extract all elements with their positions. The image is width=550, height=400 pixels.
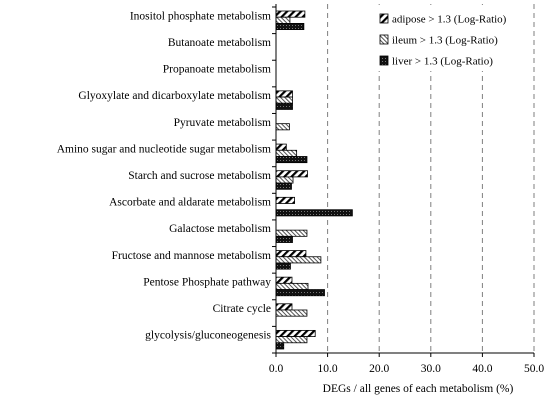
legend-swatch [379, 55, 389, 66]
legend: adipose > 1.3 (Log-Ratio) ileum > 1.3 (Lo… [372, 5, 532, 71]
bar-dense [275, 229, 308, 237]
bar-dark [275, 182, 292, 190]
category-label: Pentose Phosphate pathway [143, 276, 271, 288]
category-label: Fructose and mannose metabolism [112, 250, 271, 262]
axes [272, 4, 535, 357]
category-label: Butanoate metabolism [168, 37, 271, 49]
category-label: Glyoxylate and dicarboxylate metabolism [78, 90, 271, 102]
bar-diagonal [275, 276, 293, 284]
category-label: Galactose metabolism [169, 223, 271, 235]
legend-label: liver > 1.3 (Log-Ratio) [392, 56, 493, 68]
x-tick-label: 40.0 [472, 363, 492, 375]
category-label: Citrate cycle [213, 303, 271, 315]
x-tick-labels: 0.0 10.0 20.0 30.0 40.0 50.0 [269, 363, 545, 375]
x-tick-label: 0.0 [269, 363, 284, 375]
x-tick-label: 20.0 [369, 363, 389, 375]
bar-dark [275, 235, 293, 243]
bar-dense [275, 336, 308, 344]
bar-dark [275, 23, 305, 31]
bar-dense [275, 256, 322, 264]
bar-dense [275, 96, 293, 104]
legend-label: ileum > 1.3 (Log-Ratio) [392, 35, 498, 47]
legend-swatch [379, 13, 389, 24]
bar-diagonal [275, 170, 308, 178]
category-label: Starch and sucrose metabolism [128, 170, 271, 182]
bar-dark [275, 342, 285, 350]
bar-dense [275, 16, 291, 24]
bar-dense [275, 123, 290, 131]
bar-dark [275, 262, 291, 270]
x-tick-label: 50.0 [524, 363, 544, 375]
bar-diagonal [275, 143, 287, 151]
x-axis-title: DEGs / all genes of each metabolism (%) [323, 383, 514, 395]
bar-diagonal [275, 90, 293, 98]
bar-dense [275, 282, 309, 290]
x-tick-label: 30.0 [421, 363, 441, 375]
x-tick-label: 10.0 [318, 363, 338, 375]
bar-diagonal [275, 10, 306, 18]
category-label: Amino sugar and nucleotide sugar metabol… [57, 143, 271, 155]
category-labels: Inositol phosphate metabolism Butanoate m… [57, 10, 272, 341]
bar-dense [275, 149, 298, 157]
bar-diagonal [275, 196, 295, 204]
bar-diagonal [275, 303, 293, 311]
bar-dark [275, 289, 325, 297]
bar-diagonal [275, 329, 316, 337]
category-label: Ascorbate and aldarate metabolism [109, 197, 271, 209]
category-label: Inositol phosphate metabolism [130, 10, 271, 22]
category-label: glycolysis/gluconeogenesis [145, 330, 271, 342]
bar-dense [275, 176, 294, 184]
category-label: Propanoate metabolism [163, 64, 271, 76]
bar-dense [275, 309, 308, 317]
legend-label: adipose > 1.3 (Log-Ratio) [392, 14, 507, 26]
legend-background [372, 5, 532, 71]
bars [275, 10, 353, 350]
category-label: Pyruvate metabolism [174, 117, 271, 129]
bar-diagonal [275, 250, 307, 258]
bar-dark [275, 102, 293, 110]
legend-swatch [379, 34, 389, 45]
bar-dark [275, 209, 353, 217]
bar-dark [275, 156, 308, 164]
